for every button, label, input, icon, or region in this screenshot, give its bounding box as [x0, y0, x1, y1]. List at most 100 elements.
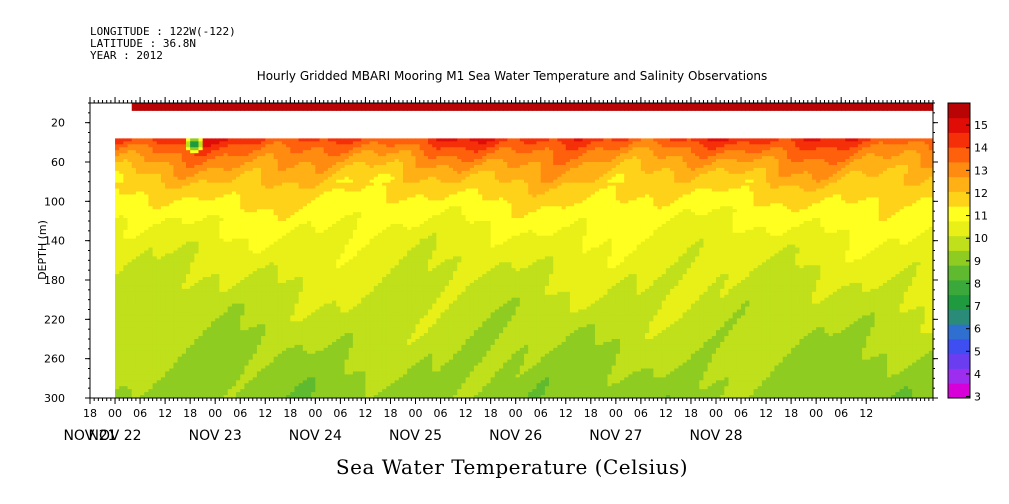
- surface-band-cell: [236, 103, 241, 111]
- surface-band-cell: [720, 103, 725, 111]
- surface-band-cell: [908, 103, 913, 111]
- surface-band-cell: [294, 103, 299, 111]
- surface-band-cell: [804, 103, 809, 111]
- surface-band-cell: [420, 103, 425, 111]
- surface-band-cell: [157, 103, 162, 111]
- surface-band-cell: [365, 103, 370, 111]
- surface-band-cell: [870, 103, 875, 111]
- surface-band-cell: [895, 103, 900, 111]
- surface-band-cell: [332, 103, 337, 111]
- surface-band-cell: [512, 103, 517, 111]
- surface-band-cell: [695, 103, 700, 111]
- surface-band-cell: [503, 103, 508, 111]
- surface-band-cell: [904, 103, 909, 111]
- surface-band-cell: [328, 103, 333, 111]
- surface-band-cell: [862, 103, 867, 111]
- surface-band-cell: [253, 103, 258, 111]
- surface-band-cell: [749, 103, 754, 111]
- surface-band-cell: [779, 103, 784, 111]
- surface-band-cell: [578, 103, 583, 111]
- surface-band-cell: [758, 103, 763, 111]
- year-label: YEAR : 2012: [90, 49, 163, 62]
- surface-band-cell: [658, 103, 663, 111]
- surface-band-cell: [641, 103, 646, 111]
- surface-band-cell: [432, 103, 437, 111]
- surface-band-cell: [858, 103, 863, 111]
- surface-band-cell: [816, 103, 821, 111]
- surface-band-cell: [153, 103, 158, 111]
- surface-band-cell: [265, 103, 270, 111]
- surface-band-cell: [683, 103, 688, 111]
- surface-band-cell: [161, 103, 166, 111]
- surface-band-cell: [912, 103, 917, 111]
- surface-band-cell: [837, 103, 842, 111]
- surface-band-cell: [428, 103, 433, 111]
- surface-band-cell: [215, 103, 220, 111]
- surface-band-cell: [708, 103, 713, 111]
- surface-band-cell: [466, 103, 471, 111]
- surface-band-cell: [603, 103, 608, 111]
- surface-band-cell: [791, 103, 796, 111]
- surface-band-cell: [662, 103, 667, 111]
- surface-band-cell: [186, 103, 191, 111]
- surface-band-cell: [674, 103, 679, 111]
- surface-band-cell: [570, 103, 575, 111]
- surface-band-cell: [678, 103, 683, 111]
- surface-band-cell: [495, 103, 500, 111]
- surface-band-cell: [900, 103, 905, 111]
- surface-band-cell: [524, 103, 529, 111]
- surface-band-cell: [528, 103, 533, 111]
- surface-band-cell: [232, 103, 237, 111]
- surface-band-cell: [687, 103, 692, 111]
- surface-band-cell: [879, 103, 884, 111]
- surface-band-cell: [666, 103, 671, 111]
- surface-band-cell: [461, 103, 466, 111]
- surface-band-cell: [595, 103, 600, 111]
- surface-band-cell: [165, 103, 170, 111]
- surface-band-cell: [386, 103, 391, 111]
- surface-band-cell: [850, 103, 855, 111]
- surface-band-cell: [194, 103, 199, 111]
- surface-band-cell: [378, 103, 383, 111]
- surface-band-cell: [845, 103, 850, 111]
- surface-band-cell: [290, 103, 295, 111]
- surface-band-cell: [228, 103, 233, 111]
- surface-band-cell: [349, 103, 354, 111]
- surface-band-cell: [633, 103, 638, 111]
- surface-band-cell: [883, 103, 888, 111]
- surface-band-cell: [286, 103, 291, 111]
- surface-band-cell: [591, 103, 596, 111]
- surface-band-cell: [925, 103, 930, 111]
- surface-band-cell: [491, 103, 496, 111]
- surface-band-cell: [140, 103, 145, 111]
- surface-band-cell: [825, 103, 830, 111]
- surface-band-cell: [637, 103, 642, 111]
- surface-band-cell: [562, 103, 567, 111]
- surface-band-cell: [224, 103, 229, 111]
- surface-band-cell: [199, 103, 204, 111]
- surface-band-cell: [453, 103, 458, 111]
- surface-band-cell: [382, 103, 387, 111]
- surface-band-cell: [436, 103, 441, 111]
- surface-band-cell: [361, 103, 366, 111]
- surface-band-cell: [812, 103, 817, 111]
- surface-band-cell: [474, 103, 479, 111]
- surface-band-cell: [411, 103, 416, 111]
- surface-band-cell: [278, 103, 283, 111]
- surface-band-cell: [762, 103, 767, 111]
- surface-band-cell: [766, 103, 771, 111]
- surface-band-cell: [173, 103, 178, 111]
- surface-band-cell: [624, 103, 629, 111]
- surface-band-cell: [649, 103, 654, 111]
- surface-band-cell: [320, 103, 325, 111]
- surface-band-cell: [833, 103, 838, 111]
- surface-band-cell: [486, 103, 491, 111]
- surface-band-cell: [599, 103, 604, 111]
- surface-band-cell: [653, 103, 658, 111]
- surface-band-cell: [607, 103, 612, 111]
- surface-band-cell: [887, 103, 892, 111]
- surface-band-cell: [549, 103, 554, 111]
- surface-band-cell: [499, 103, 504, 111]
- surface-band-cell: [407, 103, 412, 111]
- surface-band-cell: [470, 103, 475, 111]
